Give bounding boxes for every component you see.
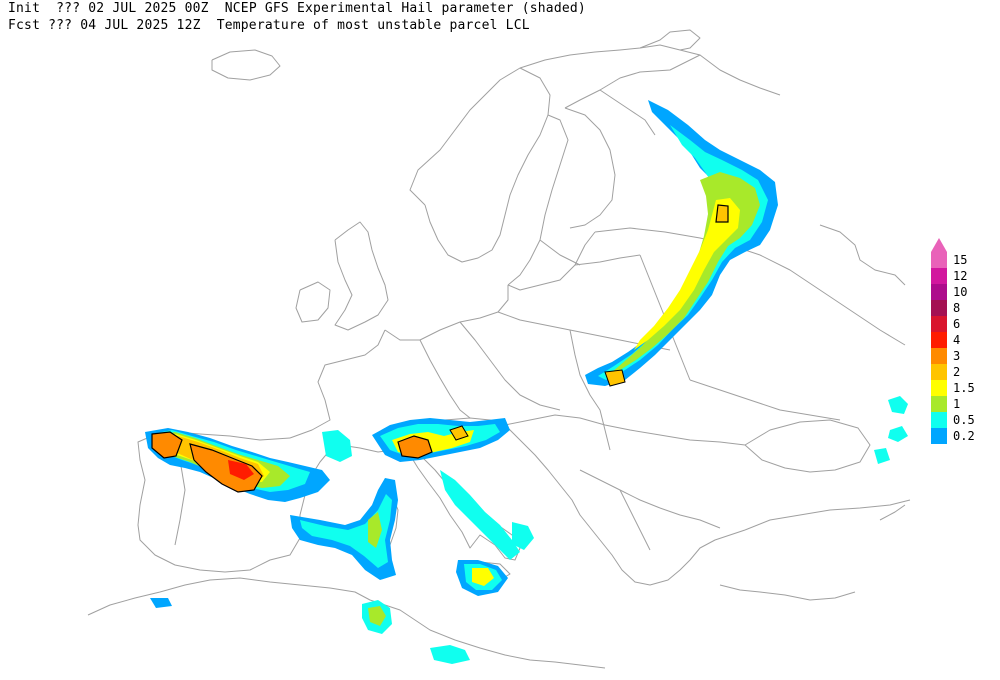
- legend-label: 3: [953, 349, 961, 363]
- legend-label: 12: [953, 269, 968, 283]
- legend-item: 0.5: [928, 412, 988, 428]
- legend-swatch: [931, 300, 947, 316]
- legend-item: 12: [928, 268, 988, 284]
- legend-swatch: [931, 412, 947, 428]
- legend-item: 3: [928, 348, 988, 364]
- legend-item: 8: [928, 300, 988, 316]
- legend-item: 6: [928, 316, 988, 332]
- legend-swatch: [931, 332, 947, 348]
- legend-swatch: [931, 316, 947, 332]
- init-time: Init ??? 02 JUL 2025 00Z: [8, 1, 209, 16]
- legend-item: 2: [928, 364, 988, 380]
- map-header: Init ??? 02 JUL 2025 00Z NCEP GFS Experi…: [8, 0, 708, 34]
- legend-label: 0.2: [953, 429, 975, 443]
- legend-swatch: [931, 252, 947, 268]
- legend-label: 10: [953, 285, 968, 299]
- legend-label: 2: [953, 365, 961, 379]
- legend-swatch: [931, 396, 947, 412]
- legend-item: 1.5: [928, 380, 988, 396]
- legend-arrow-icon: [931, 238, 947, 252]
- legend-item: 4: [928, 332, 988, 348]
- legend-label: 0.5: [953, 413, 975, 427]
- legend-label: 1.5: [953, 381, 975, 395]
- product-title: NCEP GFS Experimental Hail parameter (sh…: [224, 1, 586, 16]
- legend-swatch: [931, 364, 947, 380]
- legend-item: 0.2: [928, 428, 988, 444]
- header-line-1: Init ??? 02 JUL 2025 00Z NCEP GFS Experi…: [8, 0, 708, 17]
- legend-label: 6: [953, 317, 961, 331]
- legend-item: 15: [928, 252, 988, 268]
- forecast-time: Fcst ??? 04 JUL 2025 12Z: [8, 18, 201, 33]
- legend-item: 1: [928, 396, 988, 412]
- legend-swatch: [931, 268, 947, 284]
- legend-label: 8: [953, 301, 961, 315]
- hail-shading: [145, 100, 908, 664]
- legend-swatch: [931, 284, 947, 300]
- legend-swatch: [931, 380, 947, 396]
- product-subtitle: Temperature of most unstable parcel LCL: [216, 18, 530, 33]
- legend-label: 1: [953, 397, 961, 411]
- legend-swatch: [931, 428, 947, 444]
- legend-item: 10: [928, 284, 988, 300]
- legend-label: 4: [953, 333, 961, 347]
- header-line-2: Fcst ??? 04 JUL 2025 12Z Temperature of …: [8, 17, 708, 34]
- legend-label: 15: [953, 253, 968, 267]
- legend-swatch: [931, 348, 947, 364]
